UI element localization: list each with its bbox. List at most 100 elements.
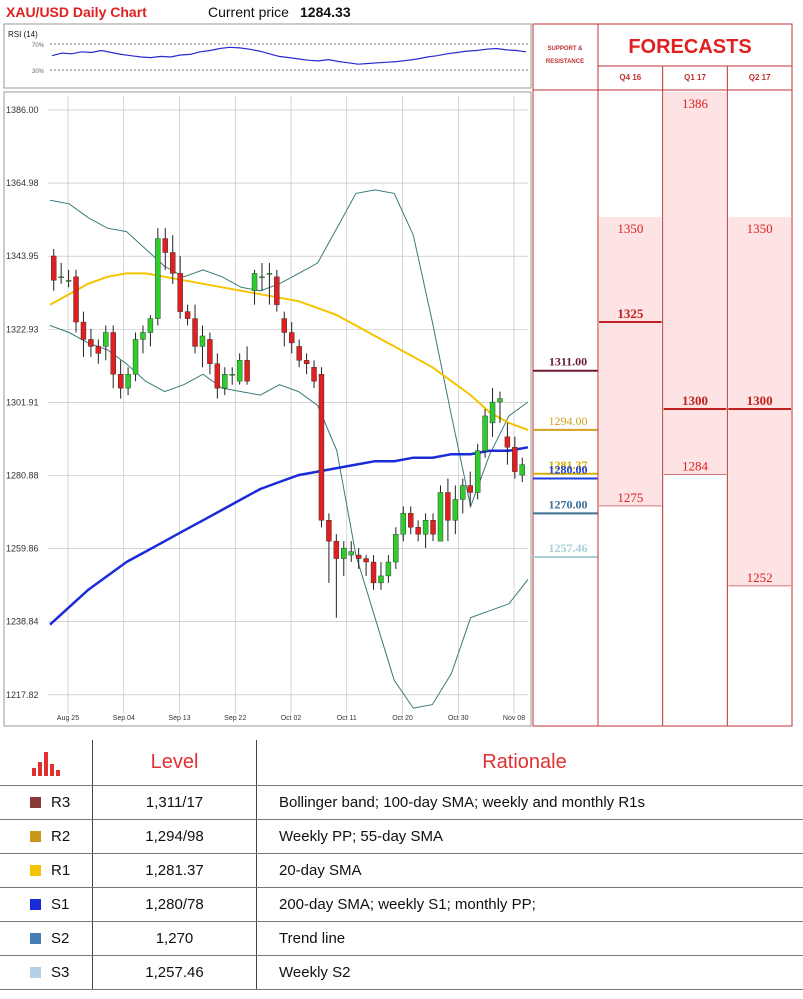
x-tick-label: Oct 20 [392, 715, 413, 722]
candle-body [229, 374, 235, 376]
level-name-cell: R2 [0, 820, 92, 853]
sr-level-label: 1281.37 [549, 458, 588, 472]
candle-body [311, 367, 317, 382]
candle-body [378, 575, 384, 584]
forecast-mid: 1325 [617, 306, 644, 321]
candle-body [51, 255, 57, 281]
candle-body [504, 436, 511, 448]
candle-body [199, 335, 206, 347]
candle-body [519, 464, 525, 476]
level-color-swatch [30, 933, 41, 944]
candle-body [80, 321, 87, 340]
level-name: R1 [51, 862, 71, 879]
sr-level-label: 1257.46 [549, 541, 588, 555]
forecast-mid: 1300 [682, 393, 708, 408]
level-rationale: Bollinger band; 100-day SMA; weekly and … [256, 786, 792, 819]
candle-body [95, 346, 102, 354]
y-axis-labels: 1386.00 1364.98 1343.95 1322.93 1301.91 1280.… [6, 105, 39, 700]
candle-body [73, 276, 79, 323]
candle-body [162, 238, 168, 253]
level-name-cell: S2 [0, 922, 92, 955]
sma-200-line [49, 446, 529, 626]
y-tick-label: 1217.82 [6, 690, 39, 700]
candle-body [88, 339, 94, 347]
candle-body [289, 332, 295, 344]
candle-body [474, 450, 481, 493]
candle-body [430, 520, 436, 535]
candle-body [393, 534, 399, 563]
chart-title: XAU/USD Daily Chart [6, 4, 147, 20]
candle-body [422, 520, 429, 535]
level-name-cell: S1 [0, 888, 92, 921]
candle-body [318, 374, 325, 521]
table-header-level: Level [92, 740, 256, 785]
level-value: 1,257.46 [92, 956, 256, 989]
bollinger-upper [49, 189, 529, 509]
table-header-rationale: Rationale [256, 740, 792, 785]
candle-body [155, 238, 161, 319]
table-row: S1 1,280/78 200-day SMA; weekly S1; monthl… [0, 888, 803, 922]
level-value: 1,280/78 [92, 888, 256, 921]
level-name: S3 [51, 964, 70, 981]
level-name: S1 [51, 896, 70, 913]
table-row: S3 1,257.46 Weekly S2 [0, 956, 803, 990]
candle-body [341, 547, 347, 559]
forecast-low: 1284 [682, 459, 709, 474]
y-tick-label: 1343.95 [6, 251, 39, 261]
rsi-panel [3, 23, 532, 89]
bar-chart-icon [32, 751, 60, 776]
level-color-swatch [30, 967, 41, 978]
candle-body [207, 339, 213, 364]
level-name: S2 [51, 930, 70, 947]
level-rationale: Trend line [256, 922, 792, 955]
candle-body [103, 332, 109, 347]
candle-body [140, 332, 146, 340]
candle-body [184, 311, 191, 319]
level-name: R2 [51, 828, 71, 845]
sma-20-line [49, 272, 529, 431]
candle-body [400, 513, 406, 535]
level-value: 1,294/98 [92, 820, 256, 853]
level-rationale: 20-day SMA [256, 854, 792, 887]
bollinger-lower [49, 325, 529, 709]
x-tick-label: Nov 08 [503, 715, 525, 722]
candle-body [303, 360, 310, 364]
chart-panel: XAU/USD Daily Chart Current price 1284.3… [3, 4, 793, 727]
candle-body [512, 447, 518, 472]
forecast-col-header: Q4 16 [619, 73, 641, 82]
candle-body [467, 485, 473, 493]
candle-body [117, 374, 124, 389]
candle-body [236, 360, 243, 382]
candle-body [408, 513, 414, 528]
candle-body [497, 398, 503, 403]
x-tick-label: Sep 04 [113, 715, 135, 722]
candle-body [415, 527, 421, 535]
candle-body [348, 551, 354, 556]
forecast-high: 1350 [617, 221, 643, 236]
price-plot [3, 91, 532, 727]
sr-level-label: 1270.00 [549, 497, 588, 511]
candle-body [355, 554, 362, 559]
candle-body [296, 346, 302, 361]
forecast-mid: 1300 [747, 393, 773, 408]
candle-body [222, 374, 228, 389]
candle-body [65, 280, 72, 282]
candle-body [259, 276, 265, 279]
forecast-range [599, 217, 662, 506]
candle-body [244, 360, 250, 382]
forecast-high: 1386 [682, 96, 709, 111]
x-tick-label: Oct 30 [448, 715, 469, 722]
candle-body [370, 561, 377, 584]
level-name-cell: S3 [0, 956, 92, 989]
candle-body [192, 318, 198, 347]
candle-body [333, 540, 340, 559]
y-tick-label: 1301.91 [6, 397, 39, 407]
y-tick-label: 1322.93 [6, 324, 39, 334]
current-price-value: 1284.33 [300, 4, 351, 20]
candle-body [170, 252, 176, 274]
level-value: 1,311/17 [92, 786, 256, 819]
level-name-cell: R3 [0, 786, 92, 819]
table-row: S2 1,270 Trend line [0, 922, 803, 956]
sr-level-label: 1311.00 [549, 355, 587, 369]
forecast-range [728, 217, 791, 586]
